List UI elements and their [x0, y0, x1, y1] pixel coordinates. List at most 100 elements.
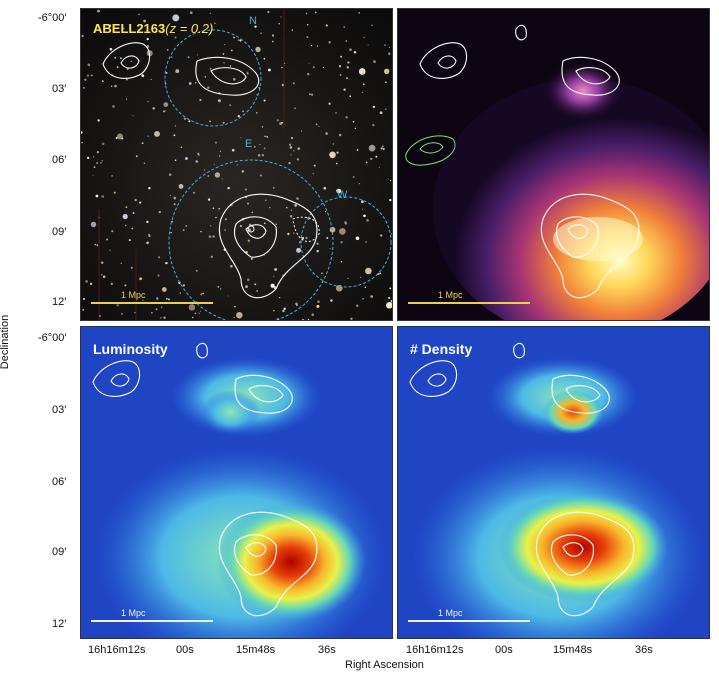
star [120, 57, 122, 60]
star [263, 99, 266, 102]
star [352, 176, 355, 178]
star [279, 297, 281, 299]
star [232, 36, 236, 39]
star [152, 107, 155, 110]
star [325, 24, 328, 27]
star [81, 131, 83, 134]
star [93, 166, 96, 168]
west-region-circle [300, 196, 392, 288]
ytick-top-4: 12′ [52, 296, 67, 308]
star [128, 239, 131, 242]
star [81, 141, 83, 144]
star [296, 247, 302, 253]
star [294, 204, 297, 207]
xtick-left-2: 15m48s [236, 644, 276, 656]
star [96, 162, 99, 164]
star [218, 99, 221, 103]
star [173, 134, 176, 137]
star [363, 37, 365, 39]
star [96, 244, 99, 247]
star [158, 210, 161, 214]
star [185, 157, 188, 160]
star [361, 208, 364, 210]
star [170, 56, 173, 59]
star [219, 288, 222, 290]
star [101, 142, 105, 146]
xtick-left-1: 00s [176, 644, 194, 656]
star [362, 83, 365, 86]
star [179, 292, 181, 294]
star [361, 91, 363, 93]
star [239, 39, 242, 42]
star [197, 153, 200, 156]
star [190, 11, 193, 14]
star [199, 310, 202, 312]
star [287, 232, 290, 236]
star [122, 214, 128, 220]
star [157, 274, 160, 277]
star [246, 72, 249, 75]
star [254, 25, 257, 28]
y-axis-label: Declination [0, 314, 12, 370]
star [290, 209, 293, 211]
star [373, 60, 376, 63]
star [213, 163, 215, 165]
star [352, 120, 355, 123]
star [261, 126, 264, 128]
star [90, 221, 97, 228]
star [313, 164, 316, 167]
star [273, 275, 275, 277]
star [185, 225, 188, 227]
star [370, 295, 374, 298]
star [380, 234, 383, 237]
star [349, 48, 352, 52]
density-title: # Density [410, 341, 473, 357]
star [294, 107, 296, 110]
star [308, 218, 310, 220]
star [379, 272, 382, 275]
star [132, 115, 134, 117]
star [378, 166, 380, 168]
star [102, 275, 106, 279]
star [389, 198, 392, 202]
star [308, 62, 310, 64]
star [224, 229, 226, 231]
star [360, 276, 362, 278]
star [120, 262, 122, 264]
star [289, 146, 293, 149]
star [356, 148, 359, 151]
star [362, 297, 364, 300]
star [188, 120, 191, 123]
star [250, 257, 253, 260]
star [180, 146, 183, 148]
star [134, 198, 137, 202]
star [87, 63, 91, 67]
star [271, 34, 275, 37]
star [269, 206, 271, 209]
star [170, 231, 172, 234]
star [151, 312, 153, 314]
star [106, 238, 109, 241]
star [124, 284, 127, 287]
scale-label: 1 Mpc [438, 290, 463, 300]
star [101, 274, 103, 276]
star [370, 157, 373, 161]
star [282, 274, 284, 276]
star [246, 202, 250, 205]
star [289, 214, 293, 218]
star [89, 282, 93, 286]
star [343, 88, 346, 91]
star [229, 104, 231, 106]
star [166, 49, 169, 51]
star [236, 311, 243, 319]
star [160, 317, 162, 319]
north-region-circle [164, 29, 262, 127]
star [358, 68, 366, 75]
scale-bar [408, 302, 530, 304]
star [233, 78, 236, 81]
star [301, 236, 305, 240]
star [209, 120, 212, 123]
star [148, 234, 151, 238]
star [244, 188, 247, 191]
star [306, 35, 309, 39]
